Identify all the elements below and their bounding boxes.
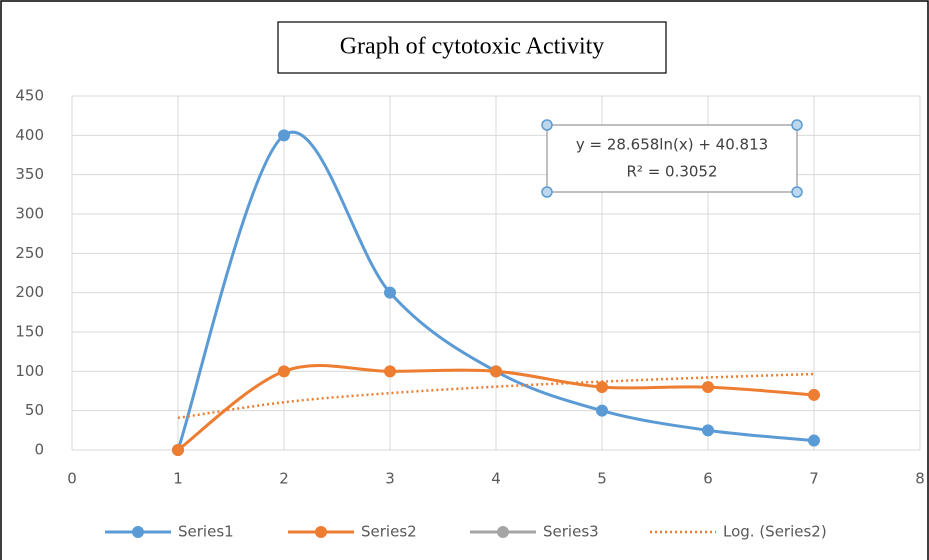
- trend-r-squared: R² = 0.3052: [626, 163, 717, 181]
- y-tick-label: 400: [15, 126, 44, 144]
- legend-marker: [315, 526, 327, 538]
- point: [278, 365, 290, 378]
- point: [490, 365, 502, 378]
- trendline-label: y = 28.658ln(x) + 40.813 R² = 0.3052: [541, 119, 803, 198]
- point: [596, 404, 608, 417]
- y-tick-label: 150: [15, 323, 44, 341]
- y-tick-label: 250: [15, 244, 44, 262]
- legend-label: Log. (Series2): [723, 523, 827, 541]
- legend-label: Series2: [361, 523, 417, 541]
- title-box: [277, 21, 667, 74]
- point: [808, 388, 820, 401]
- point: [278, 129, 290, 142]
- legend-marker: [497, 526, 509, 538]
- point: [384, 365, 396, 378]
- legend-marker: [132, 526, 144, 538]
- y-tick-label: 300: [15, 205, 44, 223]
- y-tick-label: 0: [34, 441, 44, 459]
- point: [808, 434, 820, 447]
- point: [596, 381, 608, 394]
- x-tick-label: 3: [385, 470, 395, 488]
- x-tick-label: 1: [173, 470, 183, 488]
- x-tick-label: 7: [809, 470, 819, 488]
- x-tick-label: 4: [491, 470, 501, 488]
- handle: [541, 119, 553, 131]
- y-tick-label: 200: [15, 283, 44, 301]
- series-line: [176, 130, 815, 451]
- label-box: [546, 124, 798, 193]
- legend-label: Series1: [178, 523, 234, 541]
- point: [702, 424, 714, 437]
- x-tick-label: 2: [279, 470, 289, 488]
- handle: [791, 186, 803, 198]
- handle: [791, 119, 803, 131]
- point: [384, 286, 396, 299]
- point: [172, 444, 184, 456]
- chart-title: Graph of cytotoxic Activity: [340, 34, 605, 60]
- y-tick-label: 50: [25, 401, 44, 419]
- x-tick-label: 0: [67, 470, 77, 488]
- point: [702, 381, 714, 394]
- legend-label: Series3: [543, 523, 599, 541]
- y-tick-label: 100: [15, 362, 44, 380]
- x-tick-label: 5: [597, 470, 607, 488]
- legend: Series1 Series2 Series3 Log. (Series2): [105, 523, 827, 541]
- trendline: [177, 372, 815, 420]
- x-tick-label: 6: [703, 470, 713, 488]
- y-tick-label: 450: [15, 87, 44, 105]
- handle: [541, 186, 553, 198]
- trend-equation: y = 28.658ln(x) + 40.813: [576, 136, 768, 154]
- x-tick-label: 8: [915, 470, 925, 488]
- y-tick-label: 350: [15, 165, 44, 183]
